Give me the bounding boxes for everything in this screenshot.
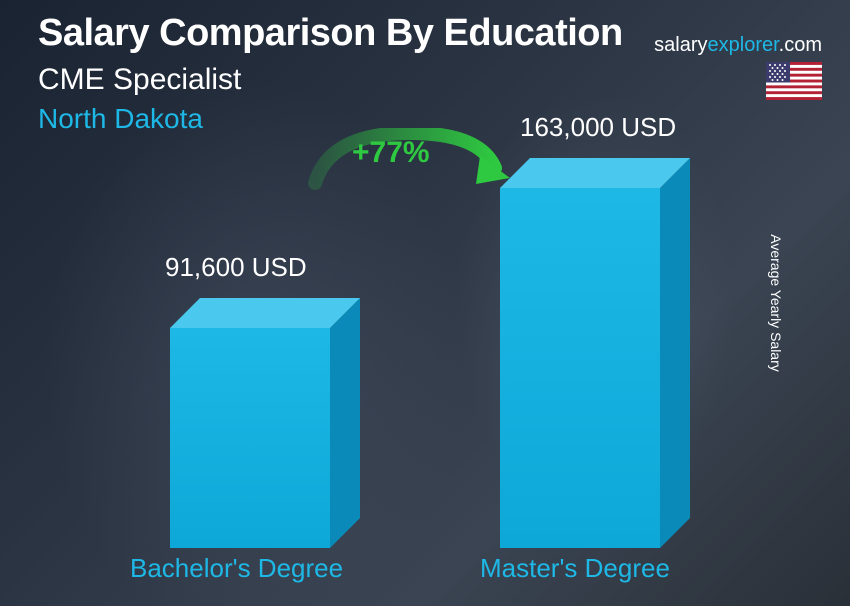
brand-logo: salaryexplorer.com xyxy=(654,34,822,57)
bar-side xyxy=(330,298,360,548)
bar-label-bachelors: Bachelor's Degree xyxy=(130,553,343,584)
bar-front xyxy=(170,328,330,548)
bar-chart: +77% 91,600 USD 163,000 USD Bachelor's D… xyxy=(0,148,850,588)
bar-top xyxy=(170,298,360,328)
brand-accent: explorer xyxy=(708,34,779,56)
bar-bachelors: 91,600 USD xyxy=(170,328,360,548)
bar-side xyxy=(660,158,690,548)
brand-prefix: salary xyxy=(654,34,707,56)
percent-change-badge: +77% xyxy=(352,136,430,170)
brand-suffix: .com xyxy=(779,34,822,56)
job-title: CME Specialist xyxy=(38,63,830,97)
bar-front xyxy=(500,188,660,548)
bar-label-masters: Master's Degree xyxy=(480,553,670,584)
bar-value-masters: 163,000 USD xyxy=(520,112,676,143)
bar-value-bachelors: 91,600 USD xyxy=(165,252,307,283)
bar-top xyxy=(500,158,690,188)
header: Salary Comparison By Education CME Speci… xyxy=(38,12,830,135)
bar-masters: 163,000 USD xyxy=(500,188,690,548)
us-flag-icon xyxy=(766,62,822,100)
